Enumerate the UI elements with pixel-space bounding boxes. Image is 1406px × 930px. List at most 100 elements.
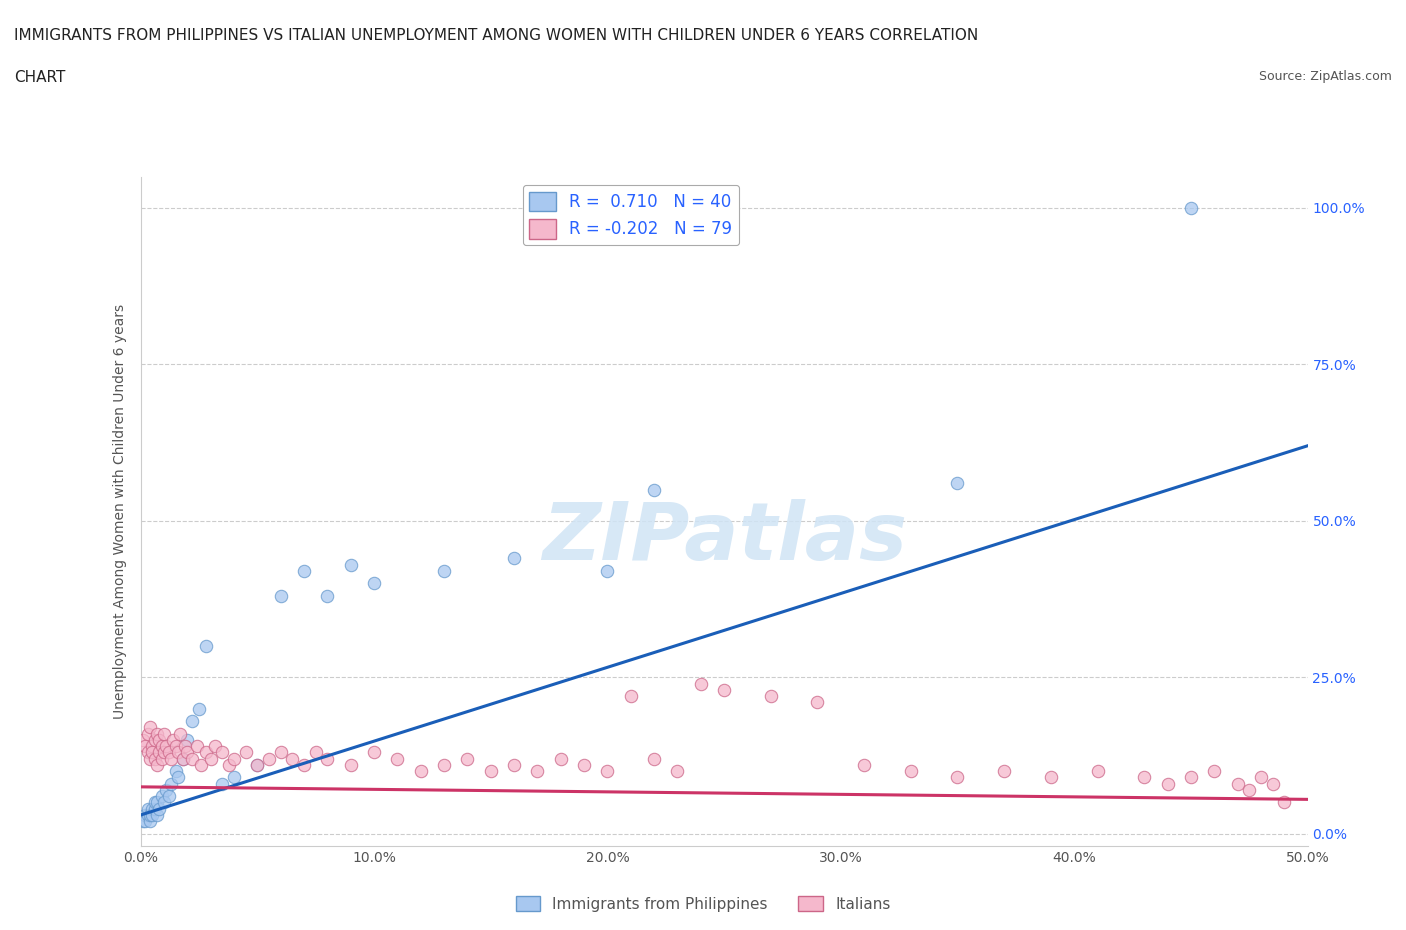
Point [143,795,166,810]
Legend: Immigrants from Philippines, Italians: Immigrants from Philippines, Italians [509,889,897,918]
Point [666,764,689,778]
Point [292,564,315,578]
Point [1156,777,1178,791]
Point [550,751,572,766]
Point [136,807,159,822]
Point [235,745,257,760]
Point [141,802,163,817]
Point [1133,770,1156,785]
Point [1239,782,1261,797]
Point [141,738,163,753]
Point [134,814,156,829]
Point [143,733,166,748]
Point [153,726,176,741]
Point [806,695,828,710]
Point [194,745,217,760]
Point [316,589,339,604]
Point [643,751,665,766]
Point [292,758,315,773]
Point [363,745,385,760]
Point [136,745,159,760]
Point [713,683,735,698]
Point [1039,770,1062,785]
Point [162,733,184,748]
Point [139,814,162,829]
Point [181,751,204,766]
Point [572,758,595,773]
Point [211,745,233,760]
Point [620,689,643,704]
Point [433,758,456,773]
Point [246,758,269,773]
Point [139,807,162,822]
Point [165,738,187,753]
Point [339,557,361,572]
Point [148,745,170,760]
Point [153,795,176,810]
Point [181,713,204,728]
Point [139,720,162,735]
Point [1204,764,1226,778]
Point [257,751,280,766]
Point [1226,777,1249,791]
Text: ZIPatlas: ZIPatlas [541,499,907,578]
Point [153,745,176,760]
Point [200,751,222,766]
Point [134,738,156,753]
Point [1180,770,1202,785]
Point [146,807,169,822]
Point [456,751,478,766]
Point [900,764,922,778]
Point [155,782,177,797]
Point [281,751,304,766]
Point [150,751,173,766]
Point [172,751,194,766]
Point [157,745,180,760]
Point [503,758,526,773]
Point [1087,764,1109,778]
Point [174,738,197,753]
Point [246,758,269,773]
Point [946,770,969,785]
Legend: R =  0.710   N = 40, R = -0.202   N = 79: R = 0.710 N = 40, R = -0.202 N = 79 [523,185,740,246]
Text: IMMIGRANTS FROM PHILIPPINES VS ITALIAN UNEMPLOYMENT AMONG WOMEN WITH CHILDREN UN: IMMIGRANTS FROM PHILIPPINES VS ITALIAN U… [14,28,979,43]
Point [146,795,169,810]
Point [363,576,385,591]
Point [596,564,619,578]
Point [146,726,169,741]
Point [993,764,1015,778]
Point [387,751,409,766]
Point [176,745,198,760]
Point [1272,795,1295,810]
Point [526,764,548,778]
Y-axis label: Unemployment Among Women with Children Under 6 years: Unemployment Among Women with Children U… [114,304,128,719]
Point [176,733,198,748]
Point [160,751,183,766]
Point [146,758,169,773]
Point [204,738,226,753]
Point [270,745,292,760]
Point [186,738,208,753]
Point [165,764,187,778]
Point [643,482,665,497]
Point [409,764,432,778]
Point [172,751,194,766]
Point [157,789,180,804]
Point [132,733,155,748]
Point [188,701,211,716]
Text: Source: ZipAtlas.com: Source: ZipAtlas.com [1258,70,1392,83]
Point [596,764,619,778]
Point [134,807,156,822]
Point [1180,201,1202,216]
Point [136,726,159,741]
Point [150,789,173,804]
Point [167,745,190,760]
Point [148,802,170,817]
Point [143,751,166,766]
Point [150,738,173,753]
Point [211,777,233,791]
Point [433,564,456,578]
Point [169,726,191,741]
Point [1250,770,1272,785]
Point [689,676,711,691]
